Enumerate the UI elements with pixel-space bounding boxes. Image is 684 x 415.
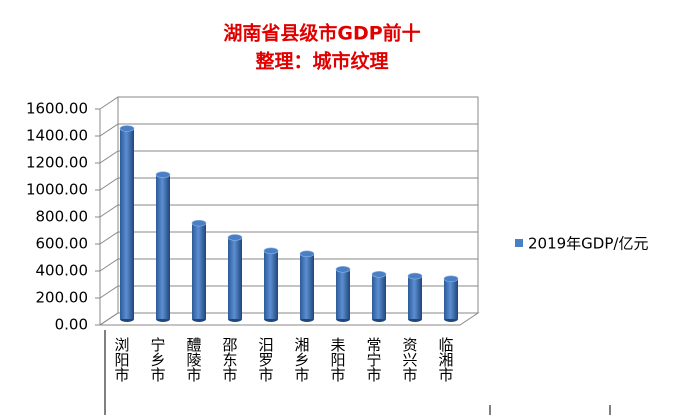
bar-body xyxy=(264,250,278,319)
bar xyxy=(119,125,135,322)
bar-body xyxy=(444,278,458,319)
x-tick-label: 耒阳市 xyxy=(329,337,347,382)
x-tick-label: 资兴市 xyxy=(401,337,419,382)
x-tick-label: 汨罗市 xyxy=(257,337,275,382)
grid-line xyxy=(99,123,478,137)
bar xyxy=(443,275,459,322)
x-tick-label: 湘乡市 xyxy=(293,337,311,382)
x-tick-label: 邵东市 xyxy=(221,337,239,382)
grid-line xyxy=(99,96,478,110)
y-tick-label: 0.00 xyxy=(55,316,88,334)
x-tick-label: 浏阳市 xyxy=(113,337,131,382)
bar-top xyxy=(263,247,279,255)
bar-top xyxy=(119,125,135,132)
bar-top xyxy=(227,234,243,241)
x-tick-label: 宁乡市 xyxy=(149,337,167,382)
y-tick-label: 1600.00 xyxy=(26,100,88,118)
chart-title: 湖南省县级市GDP前十 xyxy=(223,22,420,45)
grid-line xyxy=(99,150,478,164)
bar xyxy=(263,247,279,322)
bar-top xyxy=(191,219,207,227)
x-tick-label: 醴陵市 xyxy=(185,337,203,382)
bar-body xyxy=(120,128,134,319)
legend-swatch xyxy=(515,239,523,247)
y-tick-label: 600.00 xyxy=(36,235,89,253)
bar-body xyxy=(156,174,170,319)
bar xyxy=(227,234,243,322)
bar xyxy=(371,271,387,322)
grid-line xyxy=(99,258,478,272)
grid-line xyxy=(99,204,478,218)
legend-label: 2019年GDP/亿元 xyxy=(528,235,648,253)
y-tick-label: 1000.00 xyxy=(26,181,88,199)
grid-line xyxy=(99,177,478,191)
bar-top xyxy=(299,250,315,258)
bar-body xyxy=(300,253,314,319)
grid-line xyxy=(99,312,478,326)
y-tick-label: 200.00 xyxy=(36,289,89,307)
bar xyxy=(335,266,351,322)
bar-body xyxy=(408,276,422,319)
bar-body xyxy=(336,269,350,319)
bar xyxy=(155,171,171,322)
y-tick-label: 1200.00 xyxy=(26,154,88,172)
bar xyxy=(299,250,315,322)
bar xyxy=(407,272,423,322)
bar-top xyxy=(335,266,351,273)
bar-body xyxy=(228,237,242,319)
bar-top xyxy=(371,271,387,278)
bar-top xyxy=(407,272,423,280)
bar-body xyxy=(372,274,386,319)
chart-subtitle: 整理：城市纹理 xyxy=(255,50,388,73)
x-tick-label: 临湘市 xyxy=(437,337,455,382)
y-tick-label: 800.00 xyxy=(36,208,89,226)
bar-body xyxy=(192,223,206,319)
grid-line xyxy=(99,285,478,299)
bar-top xyxy=(443,275,459,283)
x-tick-label: 常宁市 xyxy=(365,337,383,382)
y-tick-label: 400.00 xyxy=(36,262,89,280)
grid-line xyxy=(99,231,478,245)
bar-top xyxy=(155,171,171,178)
y-tick-label: 1400.00 xyxy=(26,127,88,145)
bar xyxy=(191,219,207,322)
